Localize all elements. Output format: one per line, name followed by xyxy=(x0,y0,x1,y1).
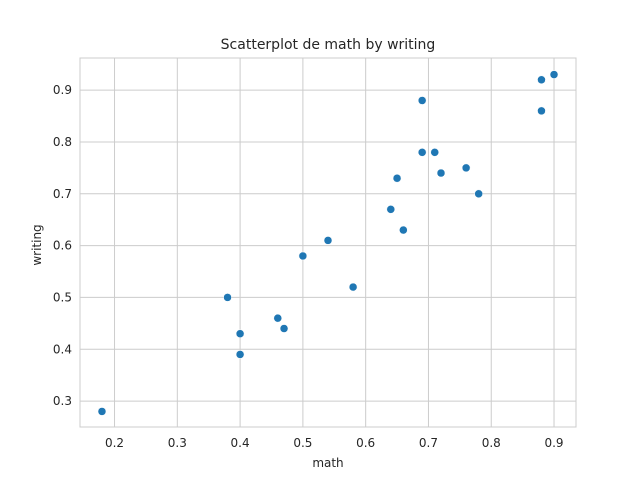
scatter-point xyxy=(386,205,396,214)
y-tick-labels: 0.3 0.4 0.5 0.6 0.7 0.8 0.9 xyxy=(53,83,72,408)
scatter-point xyxy=(323,236,333,245)
x-tick-label: 0.9 xyxy=(544,436,563,450)
y-tick-label: 0.6 xyxy=(53,239,72,253)
x-tick-label: 0.2 xyxy=(105,436,124,450)
y-axis-label: writing xyxy=(30,224,44,265)
scatter-point xyxy=(223,293,232,302)
x-axis-label: math xyxy=(312,456,343,470)
x-tick-label: 0.8 xyxy=(482,436,501,450)
scatter-point xyxy=(417,96,427,105)
scatter-point xyxy=(549,70,559,79)
chart-title: Scatterplot de math by writing xyxy=(221,37,436,53)
y-tick-label: 0.5 xyxy=(53,290,72,304)
scatter-point xyxy=(97,407,107,416)
y-tick-label: 0.8 xyxy=(53,135,72,149)
x-tick-label: 0.7 xyxy=(419,436,438,450)
x-tick-label: 0.3 xyxy=(168,436,187,450)
scatter-point xyxy=(279,324,289,333)
scatter-point xyxy=(235,350,245,359)
scatter-point xyxy=(392,173,402,183)
scatter-point xyxy=(430,148,439,157)
plot-area xyxy=(79,57,577,428)
scatter-point xyxy=(399,225,408,235)
scatter-point xyxy=(537,106,546,116)
y-tick-label: 0.3 xyxy=(53,394,72,408)
grid xyxy=(80,58,576,427)
y-tick-label: 0.9 xyxy=(53,83,72,97)
y-tick-label: 0.4 xyxy=(53,342,72,356)
scatter-point xyxy=(348,282,358,292)
scatter-point xyxy=(417,148,427,157)
y-tick-label: 0.7 xyxy=(53,187,72,201)
x-tick-label: 0.6 xyxy=(356,436,375,450)
scatter-point xyxy=(298,251,308,261)
data-points xyxy=(97,70,559,416)
scatter-point xyxy=(235,329,245,338)
x-tick-labels: 0.2 0.3 0.4 0.5 0.6 0.7 0.8 0.9 xyxy=(105,436,564,450)
scatter-point xyxy=(461,163,471,173)
x-tick-label: 0.5 xyxy=(293,436,312,450)
x-tick-label: 0.4 xyxy=(231,436,250,450)
scatter-point xyxy=(436,168,446,178)
scatter-point xyxy=(537,75,546,85)
scatter-point xyxy=(474,189,483,199)
scatter-point xyxy=(273,313,283,323)
